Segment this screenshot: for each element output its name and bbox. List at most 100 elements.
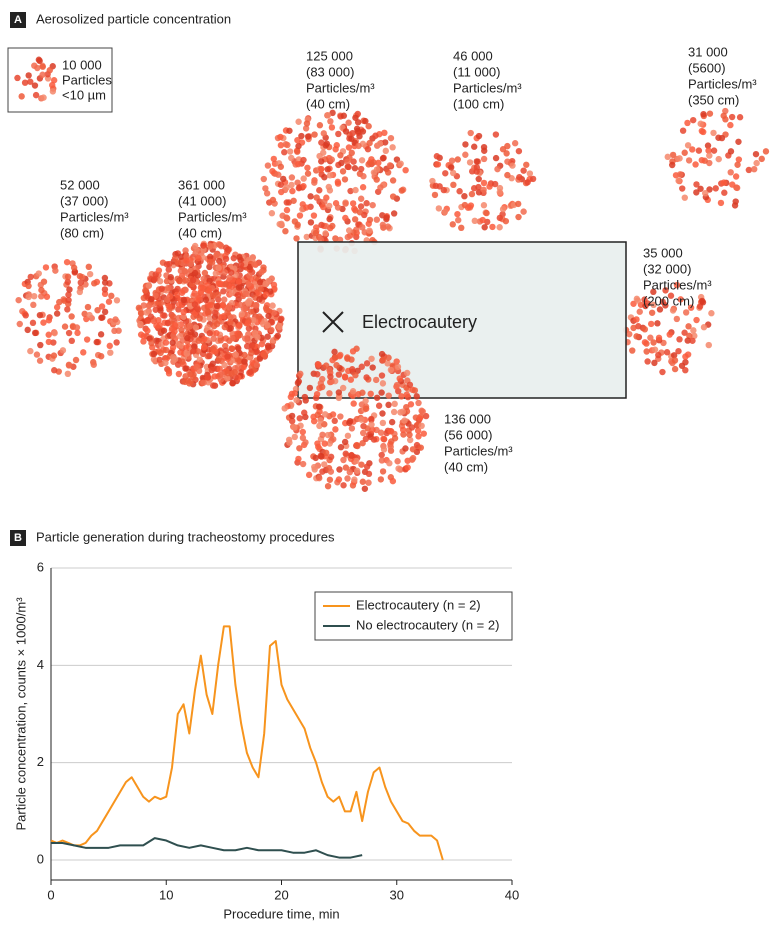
particle-dot bbox=[319, 203, 327, 211]
particle-dot bbox=[416, 415, 424, 422]
particle-dot bbox=[201, 269, 209, 277]
particle-dot bbox=[64, 370, 72, 378]
particle-dot bbox=[326, 172, 334, 179]
panel-letter-box bbox=[10, 530, 26, 546]
particle-dot bbox=[326, 476, 334, 483]
particle-dot bbox=[415, 399, 422, 407]
panel-letter: B bbox=[14, 532, 22, 544]
particle-dot bbox=[326, 215, 333, 223]
particle-dot bbox=[174, 285, 181, 293]
particle-dot bbox=[165, 284, 172, 292]
particle-dot bbox=[315, 403, 323, 410]
y-tick-label: 0 bbox=[37, 851, 44, 866]
particle-dot bbox=[319, 383, 326, 391]
particle-dot bbox=[468, 190, 476, 198]
particle-dot bbox=[300, 175, 307, 182]
particle-dot bbox=[251, 261, 258, 268]
particle-dot bbox=[286, 127, 293, 134]
particle-dot bbox=[342, 464, 350, 471]
particle-dot bbox=[29, 319, 37, 327]
particle-dot bbox=[393, 156, 401, 163]
particle-dot bbox=[302, 125, 310, 132]
particle-dot bbox=[232, 351, 239, 358]
cloud-label: (83 000) bbox=[306, 64, 354, 79]
particle-dot bbox=[262, 280, 269, 288]
particle-dot bbox=[144, 316, 152, 324]
particle-dot bbox=[321, 461, 328, 468]
particle-dot bbox=[59, 347, 67, 354]
particle-dot bbox=[671, 357, 679, 364]
particle-dot bbox=[351, 216, 359, 223]
particle-dot bbox=[346, 468, 353, 476]
particle-dot bbox=[74, 329, 81, 337]
particle-dot bbox=[180, 296, 188, 304]
particle-dot bbox=[283, 206, 291, 214]
particle-dot bbox=[679, 185, 686, 192]
particle-dot bbox=[211, 309, 219, 317]
particle-dot bbox=[328, 378, 335, 385]
particle-dot bbox=[641, 339, 649, 346]
particle-dot bbox=[38, 286, 45, 294]
particle-dot bbox=[229, 380, 237, 387]
particle-dot bbox=[329, 109, 336, 117]
particle-dot bbox=[363, 463, 371, 470]
particle-dot bbox=[634, 297, 642, 304]
particle-dot bbox=[257, 279, 264, 286]
particle-dot bbox=[245, 331, 252, 338]
particle-dot bbox=[480, 186, 487, 194]
particle-dot bbox=[178, 289, 186, 296]
particle-dot bbox=[107, 349, 114, 356]
particle-dot bbox=[175, 301, 183, 309]
particle-dot bbox=[222, 244, 230, 251]
particle-dot bbox=[344, 158, 351, 165]
particle-dot bbox=[408, 424, 416, 431]
particle-dot bbox=[97, 353, 105, 360]
particle-dot bbox=[321, 411, 329, 418]
particle-dot bbox=[169, 339, 176, 346]
particle-dot bbox=[347, 187, 354, 195]
particle-dot bbox=[318, 221, 325, 229]
particle-dot bbox=[51, 329, 58, 337]
particle-dot bbox=[321, 421, 328, 428]
particle-dot bbox=[403, 391, 410, 398]
particle-dot bbox=[656, 306, 664, 313]
particle-dot bbox=[449, 221, 456, 228]
particle-dot bbox=[101, 279, 109, 286]
particle-dot bbox=[693, 316, 700, 324]
particle-dot bbox=[187, 371, 194, 378]
particle-dot bbox=[216, 257, 223, 265]
particle-dot bbox=[135, 304, 143, 312]
particle-dot bbox=[695, 147, 703, 154]
particle-dot bbox=[710, 147, 718, 154]
legend-label: Electrocautery (n = 2) bbox=[356, 597, 481, 612]
particle-dot bbox=[384, 360, 391, 367]
cloud-label: 46 000 bbox=[453, 48, 493, 63]
particle-dot bbox=[669, 161, 676, 169]
y-tick-label: 2 bbox=[37, 754, 44, 769]
particle-dot bbox=[310, 212, 318, 219]
particle-dot bbox=[225, 304, 233, 311]
particle-dot bbox=[86, 270, 94, 278]
particle-dot bbox=[221, 296, 228, 303]
y-tick-label: 4 bbox=[37, 657, 44, 672]
cloud-label: (5600) bbox=[688, 60, 726, 75]
particle-dot bbox=[332, 354, 339, 361]
particle-dot bbox=[258, 268, 265, 276]
particle-dot bbox=[242, 290, 250, 298]
particle-dot bbox=[323, 140, 331, 147]
particle-dot bbox=[143, 309, 150, 316]
particle-dot bbox=[311, 466, 318, 473]
series-line bbox=[50, 625, 444, 861]
particle-dot bbox=[45, 338, 53, 346]
particle-dot bbox=[305, 471, 313, 479]
particle-dot bbox=[377, 184, 384, 191]
particle-dot bbox=[379, 221, 387, 229]
particle-dot bbox=[171, 321, 179, 329]
particle-dot bbox=[721, 189, 728, 196]
particle-dot bbox=[369, 426, 376, 433]
particle-dot bbox=[106, 342, 113, 350]
particle-dot bbox=[650, 301, 657, 309]
particle-dot bbox=[35, 270, 42, 277]
particle-dot bbox=[295, 378, 302, 385]
particle-dot bbox=[195, 254, 202, 262]
